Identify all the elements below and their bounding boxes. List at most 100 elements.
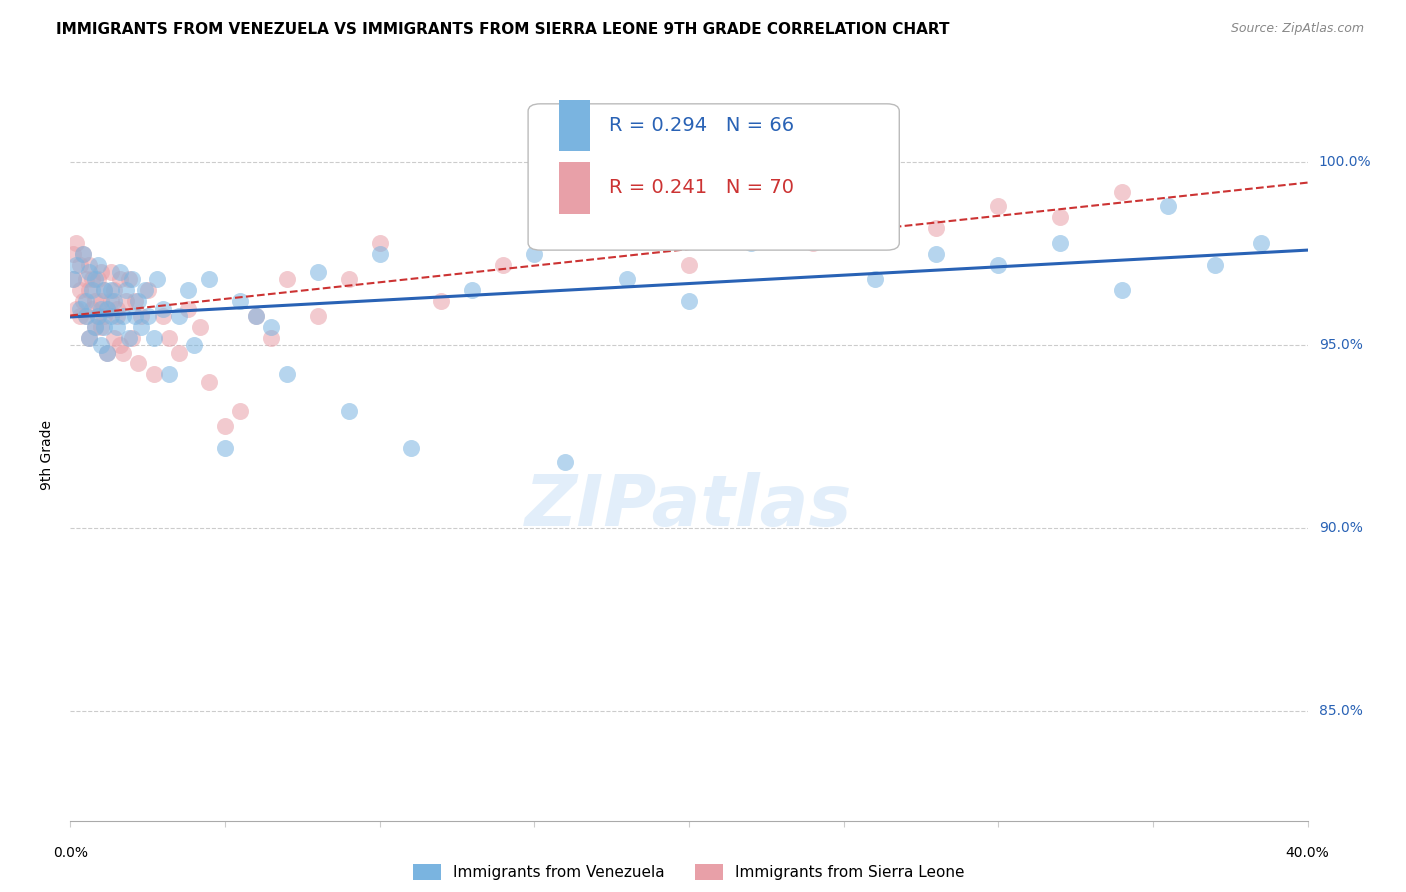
Point — [77, 265, 100, 279]
Point — [276, 272, 298, 286]
Point — [93, 283, 115, 297]
Text: 100.0%: 100.0% — [1319, 155, 1371, 169]
Point — [121, 272, 143, 286]
Point — [523, 246, 546, 260]
Y-axis label: 9th Grade: 9th Grade — [39, 420, 53, 490]
Point — [65, 301, 87, 316]
Point — [77, 283, 100, 297]
Point — [108, 272, 131, 286]
Point — [90, 319, 112, 334]
Point — [167, 309, 190, 323]
Point — [93, 319, 115, 334]
Point — [177, 283, 200, 297]
Text: 85.0%: 85.0% — [1319, 704, 1362, 718]
Text: R = 0.294   N = 66: R = 0.294 N = 66 — [609, 116, 793, 136]
Point — [84, 272, 107, 286]
Point — [84, 319, 107, 334]
Text: 0.0%: 0.0% — [53, 846, 87, 860]
Legend: Immigrants from Venezuela, Immigrants from Sierra Leone: Immigrants from Venezuela, Immigrants fr… — [408, 858, 970, 886]
Point — [131, 319, 153, 334]
Point — [87, 258, 110, 272]
Text: ZIPatlas: ZIPatlas — [526, 472, 852, 541]
Point — [430, 294, 453, 309]
Point — [142, 331, 165, 345]
Point — [1111, 185, 1133, 199]
Point — [124, 294, 146, 309]
Point — [118, 272, 141, 286]
Point — [127, 356, 149, 370]
Point — [157, 331, 180, 345]
Point — [740, 235, 762, 250]
Point — [183, 338, 205, 352]
Point — [925, 246, 948, 260]
Point — [260, 331, 283, 345]
Point — [863, 272, 886, 286]
Point — [368, 235, 391, 250]
Point — [136, 309, 159, 323]
Point — [96, 301, 118, 316]
Point — [72, 246, 94, 260]
Point — [188, 319, 211, 334]
Point — [84, 294, 107, 309]
Point — [1157, 199, 1180, 213]
Point — [276, 368, 298, 382]
Text: Source: ZipAtlas.com: Source: ZipAtlas.com — [1230, 22, 1364, 36]
Point — [100, 283, 122, 297]
Point — [124, 309, 146, 323]
Point — [93, 309, 115, 323]
Bar — [560, 100, 591, 152]
Point — [90, 265, 112, 279]
Point — [115, 283, 138, 297]
Text: R = 0.241   N = 70: R = 0.241 N = 70 — [609, 178, 793, 197]
Point — [492, 258, 515, 272]
FancyBboxPatch shape — [529, 103, 900, 250]
Point — [65, 235, 87, 250]
Point — [461, 283, 484, 297]
Point — [69, 283, 91, 297]
Point — [1111, 283, 1133, 297]
Point — [198, 375, 221, 389]
Text: 90.0%: 90.0% — [1319, 521, 1362, 535]
Point — [103, 331, 125, 345]
Point — [177, 301, 200, 316]
Point — [62, 272, 84, 286]
Point — [245, 309, 267, 323]
Text: 40.0%: 40.0% — [1285, 846, 1330, 860]
Point — [987, 199, 1010, 213]
Point — [229, 404, 252, 418]
Point — [93, 283, 115, 297]
Point — [80, 283, 103, 297]
Point — [1204, 258, 1226, 272]
Point — [337, 404, 360, 418]
Point — [585, 221, 607, 235]
Point — [87, 272, 110, 286]
Point — [90, 294, 112, 309]
Point — [214, 418, 236, 433]
Point — [69, 258, 91, 272]
Point — [142, 368, 165, 382]
Point — [87, 309, 110, 323]
Point — [740, 210, 762, 224]
Point — [1049, 235, 1071, 250]
Point — [69, 301, 91, 316]
Point — [96, 301, 118, 316]
Point — [146, 272, 169, 286]
Point — [245, 309, 267, 323]
Point — [863, 192, 886, 206]
Point — [90, 301, 112, 316]
Point — [96, 345, 118, 359]
Point — [678, 258, 700, 272]
Point — [131, 309, 153, 323]
Point — [801, 199, 824, 213]
Text: 95.0%: 95.0% — [1319, 338, 1362, 352]
Point — [80, 272, 103, 286]
Point — [96, 345, 118, 359]
Point — [72, 246, 94, 260]
Point — [108, 338, 131, 352]
Point — [136, 283, 159, 297]
Point — [134, 283, 156, 297]
Point — [987, 258, 1010, 272]
Point — [118, 331, 141, 345]
Point — [925, 221, 948, 235]
Point — [115, 294, 138, 309]
